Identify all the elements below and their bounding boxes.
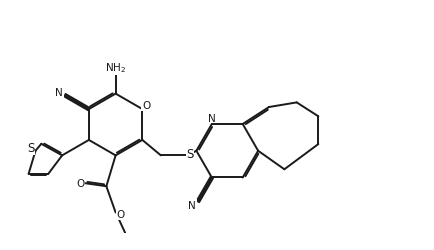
Text: O: O xyxy=(116,209,124,219)
Text: NH$_2$: NH$_2$ xyxy=(105,61,126,75)
Text: O: O xyxy=(76,178,84,188)
Text: N: N xyxy=(55,88,63,98)
Text: O: O xyxy=(141,101,150,111)
Text: S: S xyxy=(186,148,194,161)
Text: N: N xyxy=(188,200,196,210)
Text: N: N xyxy=(207,114,215,123)
Text: S: S xyxy=(27,142,34,154)
